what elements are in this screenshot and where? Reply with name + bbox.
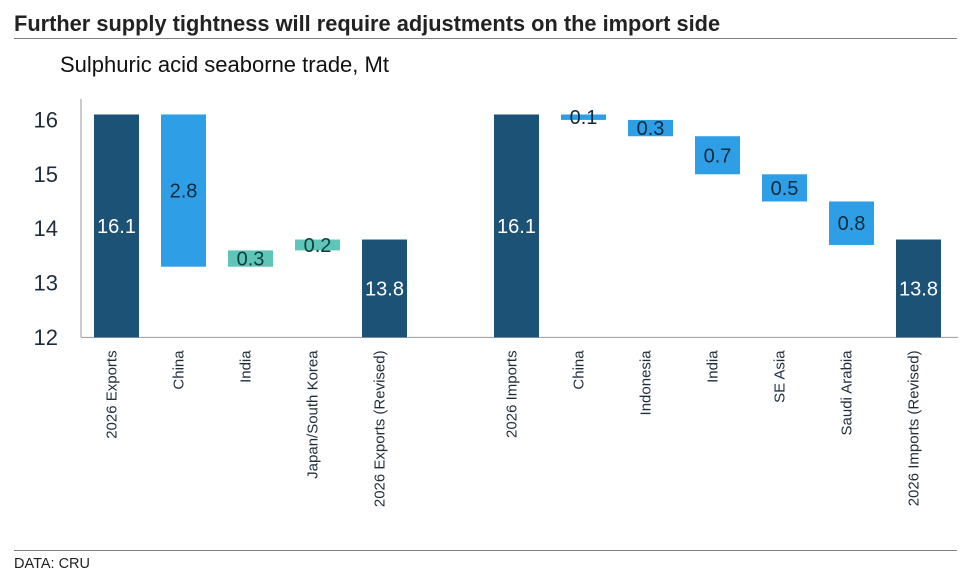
svg-text:Saudi Arabia: Saudi Arabia bbox=[839, 350, 856, 436]
svg-text:China: China bbox=[571, 350, 588, 390]
svg-text:2026 Imports (Revised): 2026 Imports (Revised) bbox=[906, 350, 923, 506]
svg-text:0.2: 0.2 bbox=[304, 235, 332, 257]
svg-text:13: 13 bbox=[34, 271, 58, 296]
svg-text:16: 16 bbox=[34, 107, 58, 132]
svg-text:2026 Imports: 2026 Imports bbox=[504, 350, 521, 438]
svg-text:India: India bbox=[238, 350, 255, 383]
svg-text:13.8: 13.8 bbox=[365, 278, 404, 300]
svg-text:2026 Exports (Revised): 2026 Exports (Revised) bbox=[372, 350, 389, 507]
svg-text:SE Asia: SE Asia bbox=[772, 350, 789, 403]
svg-text:0.7: 0.7 bbox=[704, 145, 732, 167]
svg-text:14: 14 bbox=[34, 216, 58, 241]
svg-text:0.5: 0.5 bbox=[771, 178, 799, 200]
svg-text:12: 12 bbox=[34, 325, 58, 350]
svg-text:Indonesia: Indonesia bbox=[638, 350, 655, 416]
svg-text:0.1: 0.1 bbox=[570, 107, 598, 129]
svg-text:13.8: 13.8 bbox=[899, 278, 938, 300]
svg-text:16.1: 16.1 bbox=[497, 216, 536, 238]
svg-text:2026 Exports: 2026 Exports bbox=[104, 350, 121, 438]
svg-text:China: China bbox=[171, 350, 188, 390]
svg-text:0.8: 0.8 bbox=[838, 213, 866, 235]
svg-text:Japan/South Korea: Japan/South Korea bbox=[305, 350, 322, 479]
svg-text:15: 15 bbox=[34, 162, 58, 187]
svg-text:0.3: 0.3 bbox=[637, 118, 665, 140]
svg-text:2.8: 2.8 bbox=[170, 181, 198, 203]
svg-text:0.3: 0.3 bbox=[237, 249, 265, 271]
svg-text:16.1: 16.1 bbox=[97, 216, 136, 238]
svg-text:India: India bbox=[705, 350, 722, 383]
